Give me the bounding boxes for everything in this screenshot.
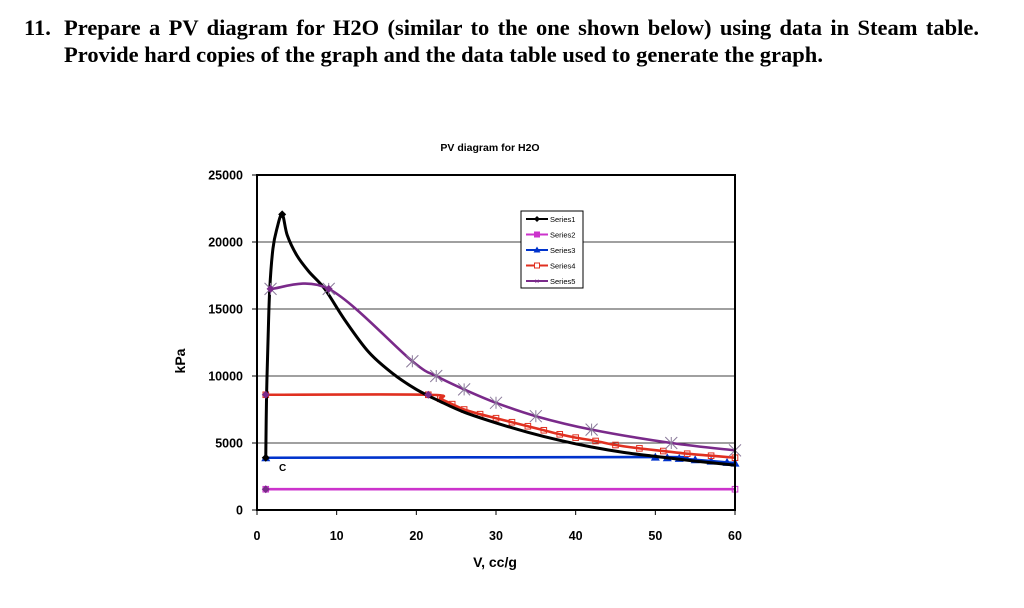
- series-markers: [264, 282, 742, 457]
- series-line: [270, 282, 736, 452]
- legend-swatch-marker: [534, 216, 540, 222]
- series-layer: [261, 210, 742, 494]
- data-point-square: [556, 430, 564, 438]
- y-tick-label: 0: [236, 504, 243, 518]
- x-tick-label: 40: [569, 529, 583, 543]
- y-axis-label: kPa: [172, 348, 188, 373]
- data-point-x: [489, 396, 503, 410]
- data-point-square: [612, 441, 619, 449]
- data-point-diamond: [266, 284, 275, 293]
- data-point-square: [508, 418, 516, 426]
- chart-background: [0, 0, 1, 1]
- data-point-square: [636, 445, 643, 452]
- series-series2: [262, 485, 739, 493]
- data-point-square: [592, 437, 599, 445]
- legend-item: Series2: [526, 231, 575, 240]
- data-point-diamond: [261, 390, 270, 399]
- legend-item: Series4: [526, 262, 575, 271]
- legend-swatch-marker: [534, 262, 540, 269]
- y-tick-label: 10000: [208, 370, 243, 384]
- data-point-square: [492, 414, 500, 422]
- legend-swatch-marker: ×: [535, 277, 540, 286]
- series-markers: [261, 210, 287, 462]
- data-point-diamond: [261, 453, 270, 462]
- tick-labels: 0 5000 10000 15000 20000 25000 0 10 20 30 40 50 60: [208, 169, 742, 544]
- y-tick-label: 15000: [208, 303, 243, 317]
- series-series4: [262, 391, 739, 462]
- data-point-diamond: [424, 390, 433, 399]
- data-point-x: [405, 354, 419, 368]
- series-markers: [261, 452, 740, 467]
- x-axis-label: V, cc/g: [473, 554, 517, 570]
- legend-swatch-marker: [533, 246, 541, 253]
- x-tick-label: 30: [489, 529, 503, 543]
- x-tick-label: 20: [409, 529, 423, 543]
- data-point-diamond: [261, 485, 270, 494]
- chart-title: PV diagram for H2O: [440, 142, 539, 154]
- legend-swatch-marker: [534, 231, 540, 238]
- y-tick-label: 20000: [208, 236, 243, 250]
- y-tick-label: 25000: [208, 169, 243, 183]
- data-point-square: [707, 452, 715, 460]
- data-point-square: [683, 450, 691, 458]
- gridlines: [257, 241, 735, 444]
- series-markers: [262, 391, 739, 462]
- y-tick-label: 5000: [215, 437, 243, 451]
- plot-area-border: [256, 174, 736, 511]
- legend-item: Series3: [526, 246, 575, 255]
- data-point-x: [585, 423, 598, 436]
- data-point-square: [540, 426, 548, 434]
- data-point-x: [529, 409, 543, 423]
- legend-label: Series3: [550, 246, 575, 255]
- legend-item: Series1: [526, 215, 575, 224]
- data-point-square: [572, 434, 579, 441]
- data-point-square: [524, 422, 532, 430]
- legend-label: Series4: [550, 262, 575, 271]
- annotation-c: C: [279, 463, 286, 474]
- legend-label: Series2: [550, 231, 575, 240]
- x-tick-label: 0: [254, 529, 261, 543]
- legend-label: Series5: [550, 277, 575, 286]
- legend: Series1 Series2 Series3 Series4 × Series5: [520, 210, 584, 289]
- series-line: [264, 212, 736, 467]
- x-tick-label: 10: [330, 529, 344, 543]
- x-tick-label: 50: [648, 529, 662, 543]
- question-text: Prepare a PV diagram for H2O (similar to…: [64, 15, 979, 67]
- series-series3: [261, 452, 740, 467]
- question-number: 11.: [24, 15, 51, 40]
- data-point-diamond: [324, 284, 333, 293]
- legend-item: × Series5: [526, 277, 575, 286]
- data-point-square: [660, 447, 667, 455]
- x-tick-label: 60: [728, 529, 742, 543]
- data-point-x: [429, 369, 443, 383]
- data-point-x: [664, 436, 678, 450]
- series-series1: [261, 210, 736, 467]
- legend-label: Series1: [550, 215, 575, 224]
- data-point-x: [457, 383, 471, 396]
- data-point-diamond: [278, 210, 287, 219]
- series-series5: [264, 282, 742, 457]
